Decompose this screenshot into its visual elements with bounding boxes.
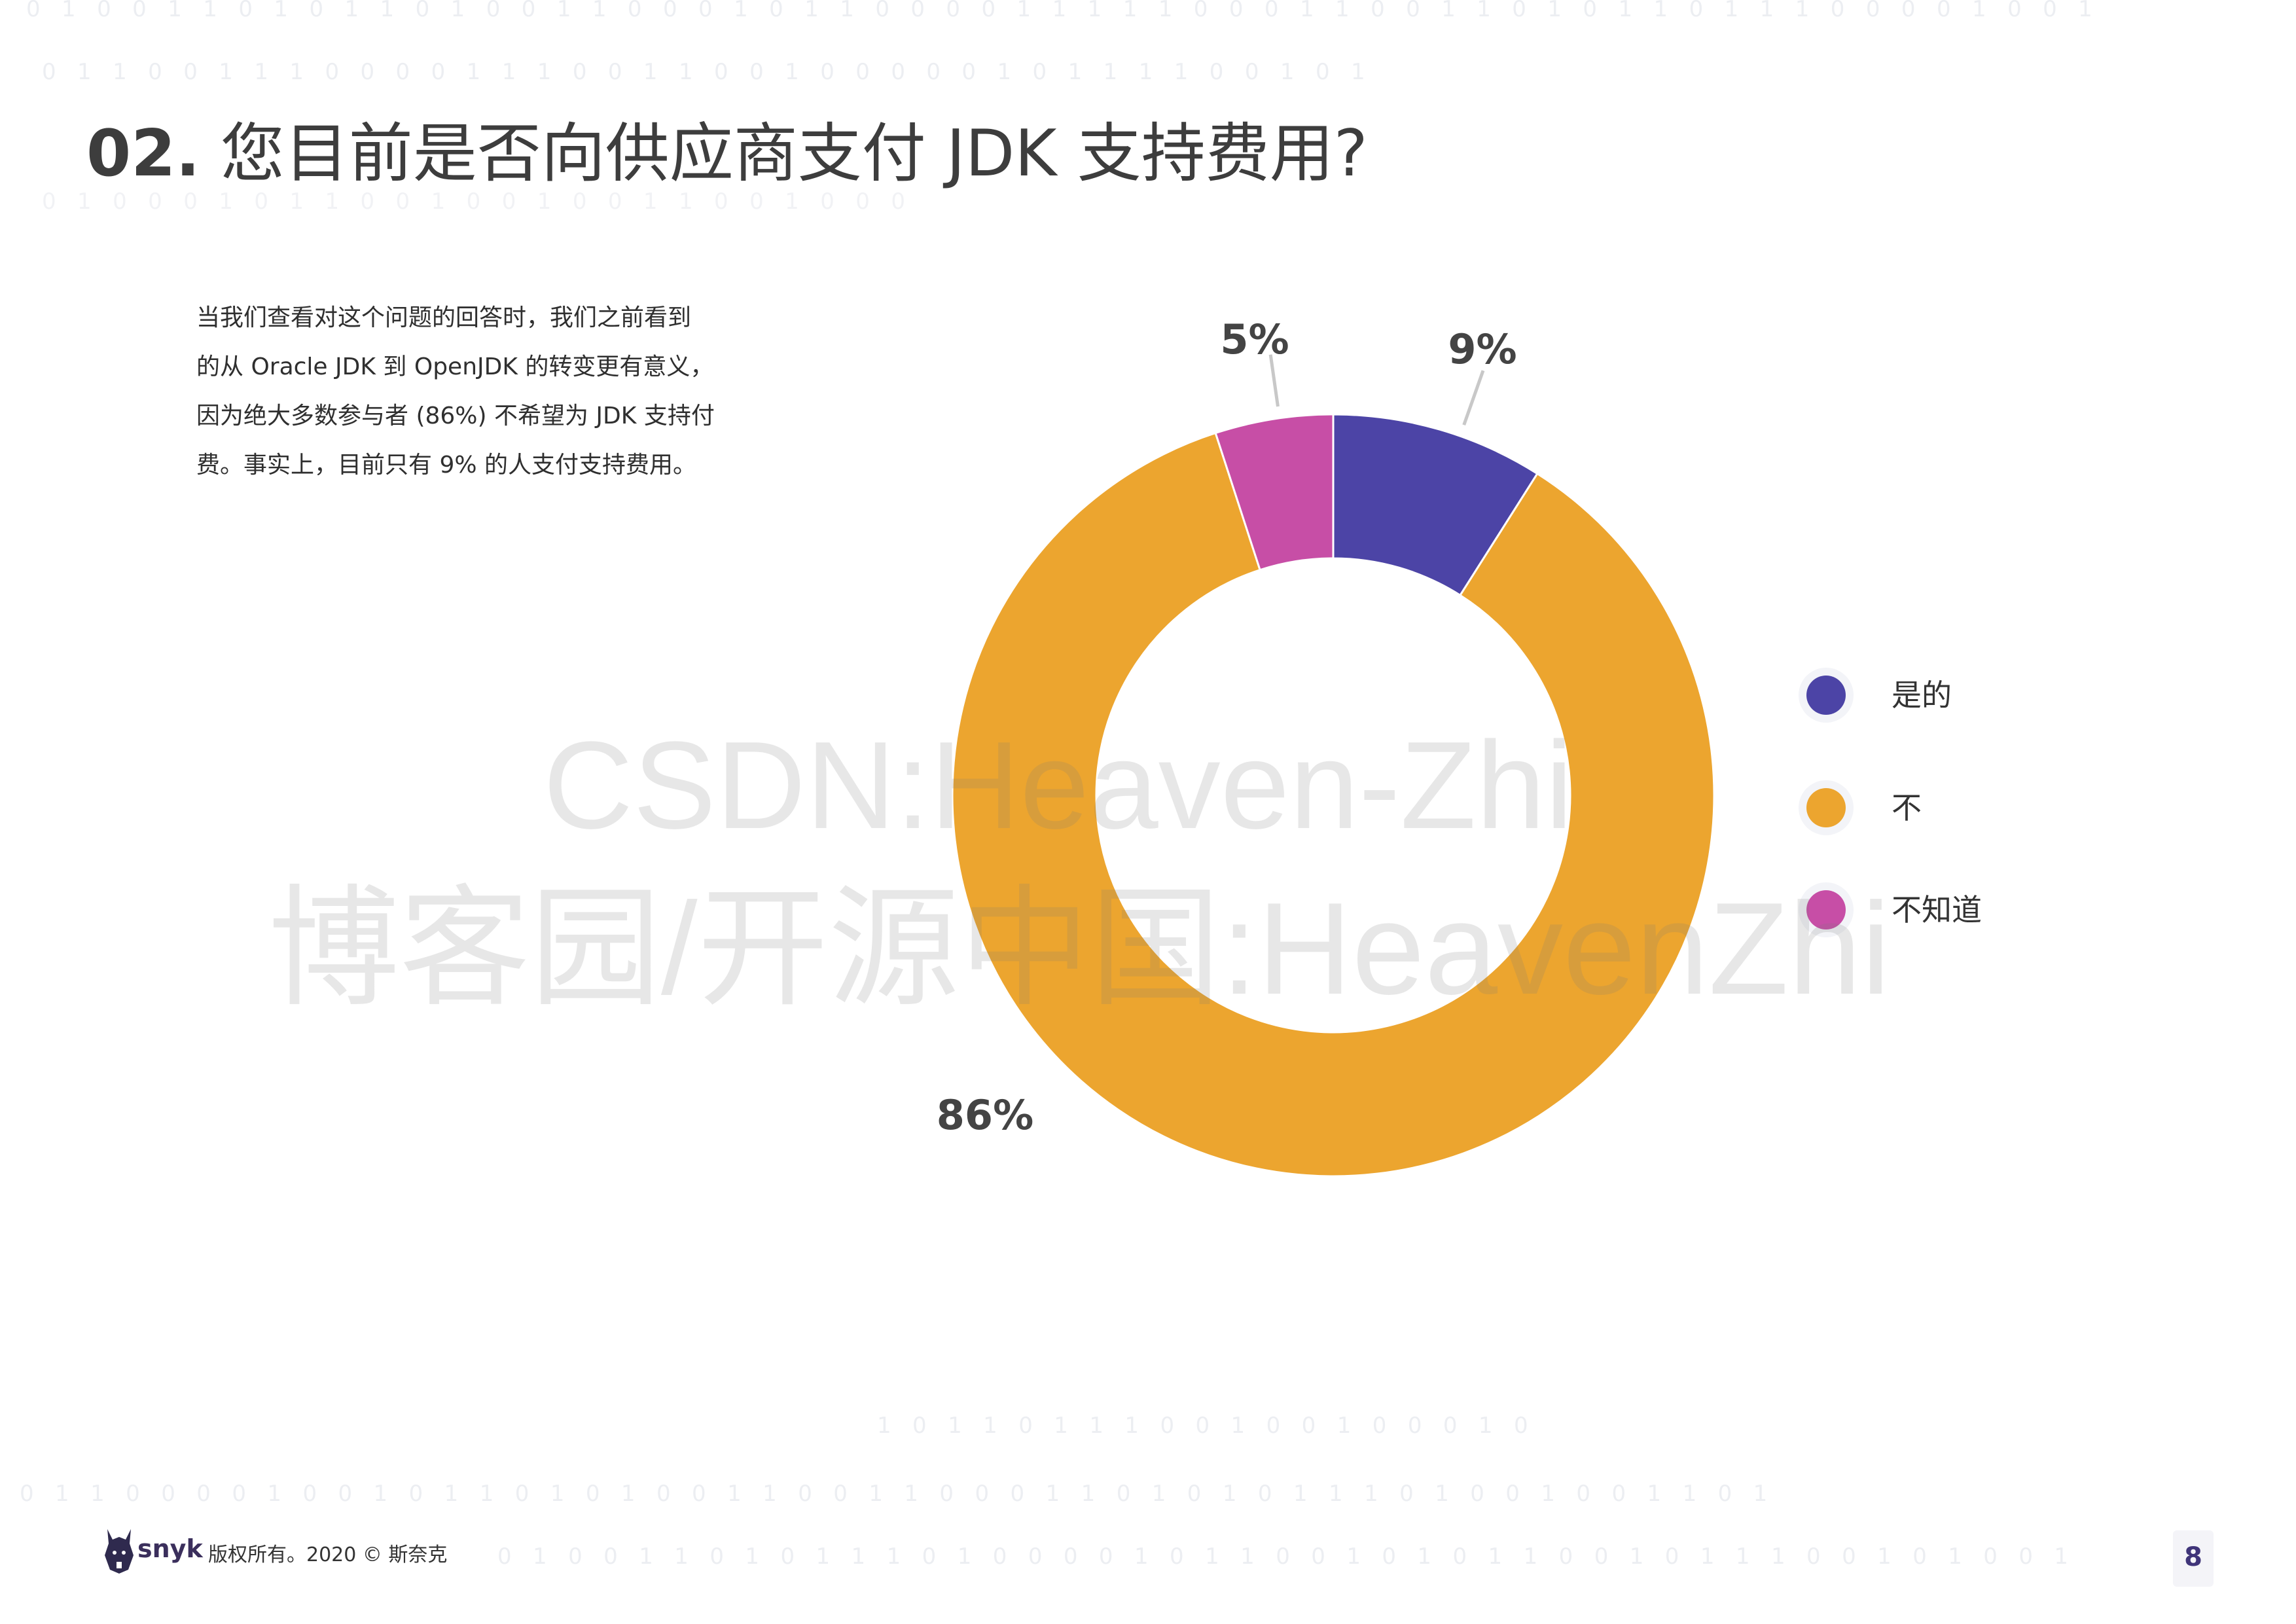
body-line: 当我们查看对这个问题的回答时，我们之前看到 (196, 304, 692, 331)
body-paragraph: 当我们查看对这个问题的回答时，我们之前看到 的从 Oracle JDK 到 Op… (196, 293, 785, 490)
leader-line-0 (1462, 370, 1485, 426)
question-text: 您目前是否向供应商支付 JDK 支持费用? (220, 117, 1368, 191)
binary-background-row: 1 0 1 1 0 1 1 1 0 0 1 0 0 1 0 0 0 1 0 (877, 1413, 1528, 1439)
legend-swatch (1806, 788, 1846, 827)
binary-background-row: 0 1 0 0 1 1 0 1 0 1 1 0 1 0 0 1 1 0 0 0 … (26, 0, 2092, 22)
chart-legend: 是的 不 不知道 (1799, 668, 2062, 995)
value-label-1: 86% (937, 1091, 1033, 1139)
legend-label: 是的 (1892, 677, 1952, 713)
legend-swatch (1806, 676, 1846, 715)
page-title: 02. 您目前是否向供应商支付 JDK 支持费用? (86, 111, 1368, 196)
value-label-2: 5% (1220, 316, 1289, 363)
binary-background-row: 0 1 0 0 0 1 0 1 1 0 0 1 0 0 1 0 0 1 1 0 … (42, 189, 905, 215)
legend-item-yes: 是的 (1799, 668, 2062, 723)
legend-label: 不知道 (1892, 892, 1982, 928)
question-number: 02. (86, 117, 200, 191)
value-label-0: 9% (1448, 325, 1516, 373)
leader-line-2 (1268, 354, 1280, 407)
page-number: 8 (2184, 1542, 2202, 1572)
binary-background-row: 0 1 1 0 0 0 0 1 0 0 1 0 1 1 0 1 0 1 0 0 … (20, 1481, 1768, 1507)
footer-brand: snyk (137, 1534, 203, 1563)
legend-label: 不 (1892, 790, 1922, 825)
donut-slice-2 (1214, 413, 1335, 571)
body-line: 的从 Oracle JDK 到 OpenJDK 的转变更有意义， (196, 353, 714, 380)
footer-copyright: 版权所有。2020 © 斯奈克 (208, 1543, 448, 1566)
snyk-logo-icon (105, 1529, 134, 1574)
legend-swatch (1806, 890, 1846, 929)
binary-background-row: 0 1 0 0 1 1 0 1 0 1 1 1 0 1 0 0 0 0 1 0 … (497, 1543, 2069, 1570)
donut-slice-1 (951, 431, 1715, 1178)
legend-item-no: 不 (1799, 780, 2062, 835)
body-line: 费。事实上，目前只有 9% 的人支付支持费用。 (196, 452, 696, 478)
legend-item-unknown: 不知道 (1799, 882, 2062, 937)
page-number-badge: 8 (2173, 1530, 2214, 1587)
binary-background-row: 0 1 1 0 0 1 1 1 0 0 0 0 1 1 1 0 0 1 1 0 … (42, 59, 1365, 85)
body-line: 因为绝大多数参与者 (86%) 不希望为 JDK 支持付 (196, 403, 715, 429)
